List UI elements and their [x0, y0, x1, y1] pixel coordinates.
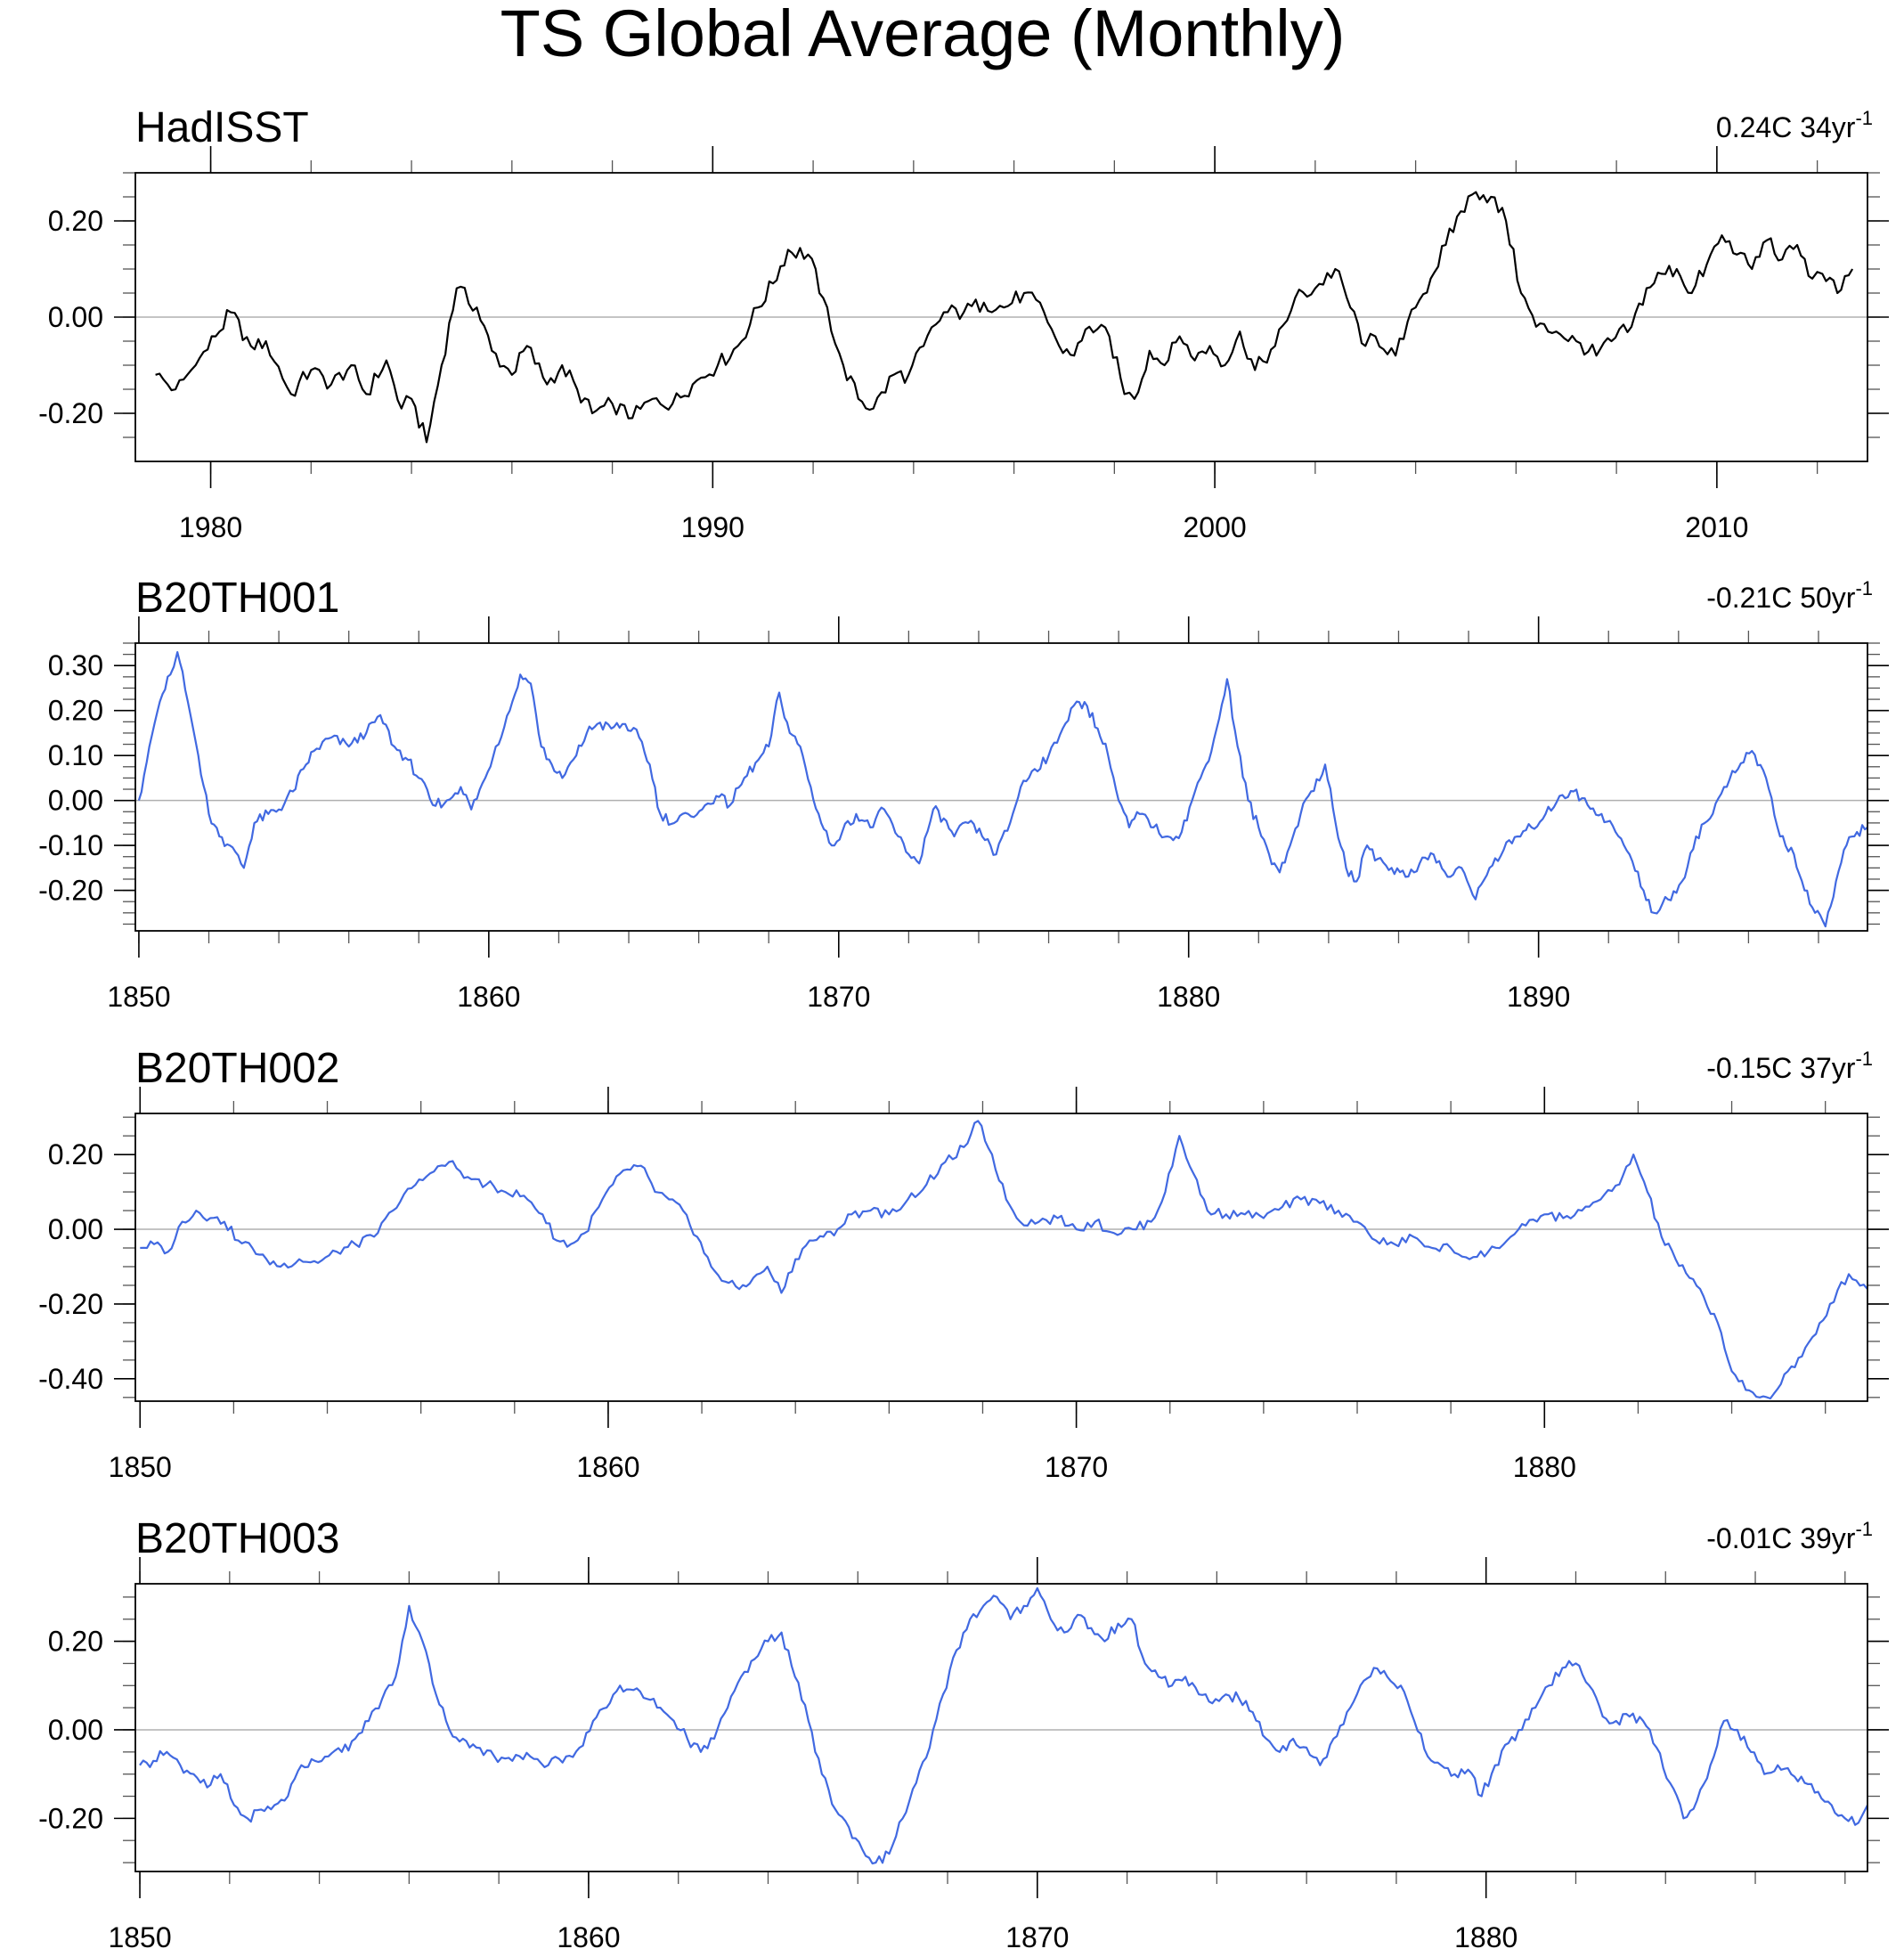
- x-tick-label: 1870: [807, 981, 870, 1013]
- x-tick-label: 1860: [557, 1921, 620, 1953]
- y-tick-label: 0.10: [48, 739, 103, 771]
- plot-frame: [134, 1113, 1868, 1402]
- x-tick-label: 1870: [1045, 1451, 1108, 1483]
- x-tick-label: 1870: [1005, 1921, 1069, 1953]
- series-line-b20th003: [139, 1586, 1868, 1865]
- x-tick-label: 1880: [1157, 981, 1220, 1013]
- trend-label: -0.15C 37yr-1: [1706, 1048, 1873, 1084]
- y-tick-label: 0.20: [48, 1626, 103, 1658]
- panel-title: B20TH002: [135, 1045, 339, 1092]
- y-tick-label: -0.40: [38, 1363, 103, 1395]
- x-tick-label: 1850: [107, 981, 170, 1013]
- y-tick-label: 0.00: [48, 301, 103, 333]
- trend-exponent: -1: [1855, 107, 1873, 129]
- x-tick-label: 1980: [179, 511, 242, 543]
- chart-panel-b20th002: B20TH002 -0.15C 37yr-1 0.20 0.00 -0.20 -0.40 1…: [38, 1045, 1889, 1483]
- trend-label: -0.21C 50yr-1: [1706, 577, 1873, 614]
- x-tick-label: 2010: [1685, 511, 1748, 543]
- y-tick-label: 0.00: [48, 1213, 103, 1245]
- trend-exponent: -1: [1855, 577, 1873, 599]
- series-line-hadisst: [155, 191, 1854, 444]
- y-tick-label: 0.30: [48, 649, 103, 681]
- figure-title: TS Global Average (Monthly): [500, 0, 1346, 70]
- plot-frame: [134, 642, 1868, 932]
- y-tick-label: -0.10: [38, 829, 103, 861]
- trend-exponent: -1: [1855, 1048, 1873, 1070]
- x-tick-label: 1850: [109, 1451, 172, 1483]
- x-tick-label: 1850: [108, 1921, 171, 1953]
- y-tick-label: 0.00: [48, 785, 103, 817]
- y-tick-label: -0.20: [38, 397, 103, 429]
- trend-label: -0.01C 39yr-1: [1706, 1518, 1873, 1554]
- series-line-b20th002: [140, 1120, 1868, 1400]
- y-tick-label: 0.20: [48, 1138, 103, 1170]
- y-tick-label: 0.20: [48, 695, 103, 727]
- x-tick-label: 2000: [1184, 511, 1247, 543]
- y-tick-label: 0.00: [48, 1714, 103, 1746]
- y-tick-label: -0.20: [38, 1802, 103, 1834]
- trend-exponent: -1: [1855, 1518, 1873, 1540]
- series-line-b20th001: [137, 651, 1868, 928]
- x-tick-label: 1880: [1513, 1451, 1576, 1483]
- plot-frame: [134, 172, 1868, 462]
- chart-panels: HadISST 0.24C 34yr-1 0.20 0.00 -0.20 1980 1990…: [38, 104, 1889, 1953]
- y-tick-label: -0.20: [38, 875, 103, 907]
- panel-title: HadISST: [135, 104, 309, 151]
- y-tick-label: -0.20: [38, 1288, 103, 1320]
- panel-title: B20TH003: [135, 1515, 339, 1562]
- chart-panel-hadisst: HadISST 0.24C 34yr-1 0.20 0.00 -0.20 1980 1990…: [38, 104, 1889, 543]
- chart-panel-b20th003: B20TH003 -0.01C 39yr-1 0.20 0.00 -0.20 1850 18…: [38, 1515, 1889, 1953]
- x-tick-label: 1890: [1507, 981, 1570, 1013]
- x-tick-label: 1990: [681, 511, 745, 543]
- x-tick-label: 1860: [457, 981, 520, 1013]
- trend-label: 0.24C 34yr-1: [1716, 107, 1873, 143]
- chart-panel-b20th001: B20TH001 -0.21C 50yr-1 0.30 0.20 0.10 0.00 -0.…: [38, 575, 1889, 1013]
- plot-frame: [134, 1583, 1868, 1872]
- x-tick-label: 1880: [1454, 1921, 1518, 1953]
- y-tick-label: 0.20: [48, 205, 103, 237]
- x-tick-label: 1860: [576, 1451, 639, 1483]
- panel-title: B20TH001: [135, 575, 339, 622]
